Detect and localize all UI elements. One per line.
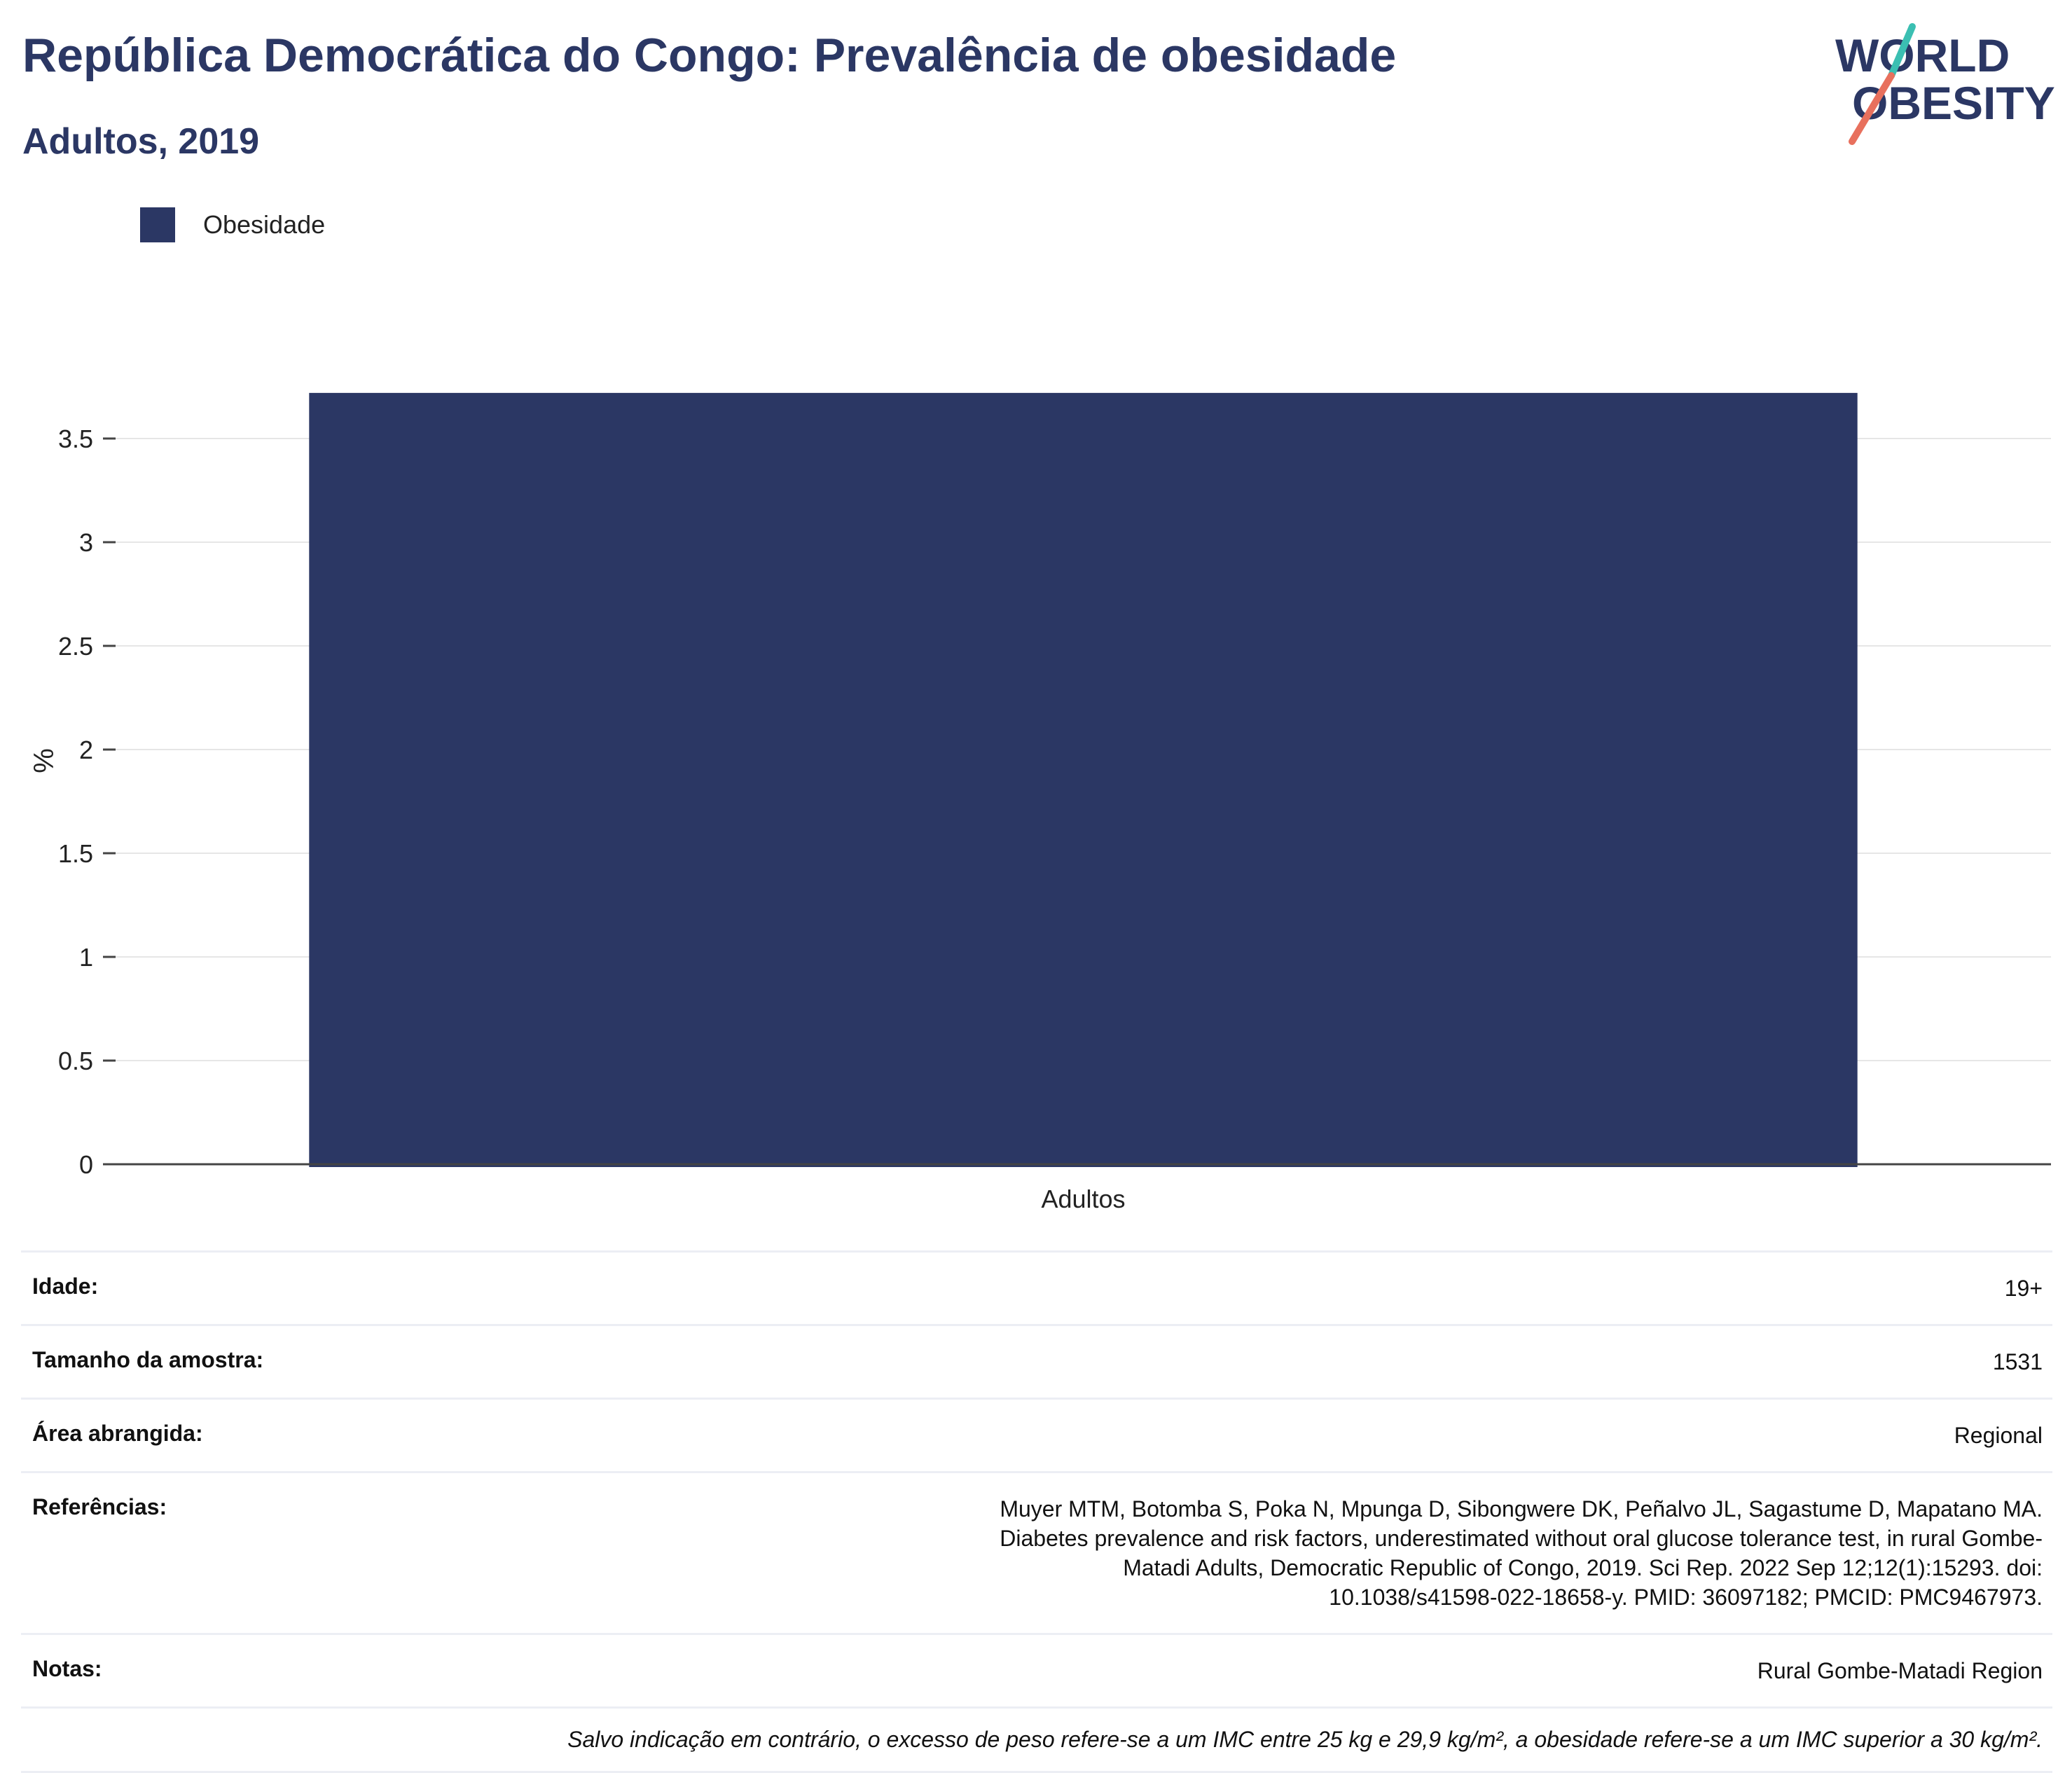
references-label: Referências: [21, 1471, 453, 1634]
info-row-notes: Notas: Rural Gombe-Matadi Region [21, 1633, 2052, 1708]
info-table: Idade: 19+ Tamanho da amostra: 1531 Área… [21, 1250, 2052, 1773]
y-tick-label: 2 [79, 736, 93, 764]
area-label: Área abrangida: [21, 1398, 453, 1472]
y-tick-label: 2.5 [58, 632, 93, 661]
area-value: Regional [453, 1398, 2052, 1472]
y-tick-label: 1 [79, 943, 93, 972]
info-row-age: Idade: 19+ [21, 1250, 2052, 1325]
info-row-footnote: Salvo indicação em contrário, o excesso … [21, 1706, 2052, 1773]
age-label: Idade: [21, 1250, 453, 1325]
age-value: 19+ [453, 1250, 2052, 1325]
x-axis-ticks: Adultos [1041, 1185, 1125, 1213]
bars [309, 392, 1858, 1167]
y-axis-ticks: 0 0.5 1 1.5 2 2.5 3 3.5 [58, 425, 116, 1179]
info-row-area: Área abrangida: Regional [21, 1398, 2052, 1472]
footnote: Salvo indicação em contrário, o excesso … [21, 1706, 2052, 1773]
logo-slash-top [1888, 23, 1916, 79]
y-tick-label: 1.5 [58, 839, 93, 868]
page-title: República Democrática do Congo: Prevalên… [22, 29, 1397, 82]
y-axis-label: % [29, 748, 60, 773]
notes-label: Notas: [21, 1633, 453, 1708]
info-row-sample-size: Tamanho da amostra: 1531 [21, 1324, 2052, 1399]
chart-legend: Obesidade [140, 207, 325, 242]
logo-text-line1: WORLD [1835, 29, 2010, 81]
bar-obesity[interactable] [309, 392, 1858, 1167]
legend-swatch-obesity [140, 207, 175, 242]
bar-chart: 0 0.5 1 1.5 2 2.5 3 3.5 Adultos % [29, 392, 2051, 1213]
notes-value: Rural Gombe-Matadi Region [453, 1633, 2052, 1708]
sample-size-label: Tamanho da amostra: [21, 1324, 453, 1399]
world-obesity-logo: WORLD OBESITY [1835, 23, 2055, 145]
page-subtitle: Adultos, 2019 [22, 121, 260, 162]
logo-slash-bottom [1849, 72, 1895, 145]
y-tick-label: 0.5 [58, 1047, 93, 1075]
info-row-references: Referências: Muyer MTM, Botomba S, Poka … [21, 1471, 2052, 1634]
y-tick-label: 0 [79, 1150, 93, 1179]
y-tick-label: 3 [79, 528, 93, 557]
legend-label-obesity: Obesidade [203, 210, 326, 239]
x-tick-label: Adultos [1041, 1185, 1125, 1213]
references-value: Muyer MTM, Botomba S, Poka N, Mpunga D, … [453, 1471, 2052, 1634]
y-tick-label: 3.5 [58, 425, 93, 453]
sample-size-value: 1531 [453, 1324, 2052, 1399]
